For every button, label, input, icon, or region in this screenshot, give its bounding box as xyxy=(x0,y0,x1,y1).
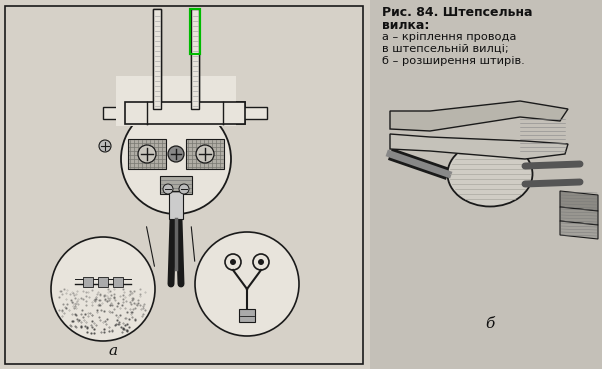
Text: Рис. 84. Штепсельна: Рис. 84. Штепсельна xyxy=(382,6,533,19)
Circle shape xyxy=(99,140,111,152)
Bar xyxy=(116,76,236,126)
Circle shape xyxy=(258,259,264,265)
Bar xyxy=(113,277,123,287)
Text: в штепсельній вилці;: в штепсельній вилці; xyxy=(382,44,509,54)
Bar xyxy=(153,9,161,109)
Circle shape xyxy=(163,184,173,194)
Circle shape xyxy=(51,237,155,341)
Bar xyxy=(98,277,108,287)
Circle shape xyxy=(168,146,184,162)
Bar xyxy=(239,309,255,322)
Bar xyxy=(125,102,147,124)
Bar xyxy=(223,102,245,124)
Bar xyxy=(103,107,127,119)
Polygon shape xyxy=(390,134,568,159)
Bar xyxy=(169,191,183,219)
Text: вилка:: вилка: xyxy=(382,19,429,32)
Bar xyxy=(190,9,200,54)
Circle shape xyxy=(196,145,214,163)
Bar xyxy=(125,102,245,124)
Bar xyxy=(243,107,267,119)
Circle shape xyxy=(121,104,231,214)
Circle shape xyxy=(179,184,189,194)
Bar xyxy=(128,139,166,169)
Polygon shape xyxy=(0,0,370,369)
Text: б – розширення штирів.: б – розширення штирів. xyxy=(382,56,525,66)
Circle shape xyxy=(195,232,299,336)
Text: б: б xyxy=(485,317,495,331)
Text: а – кріплення провода: а – кріплення провода xyxy=(382,32,517,42)
Bar xyxy=(190,9,200,54)
Bar xyxy=(160,176,192,194)
Bar xyxy=(5,6,363,364)
Bar xyxy=(191,9,199,109)
Bar xyxy=(83,277,93,287)
Polygon shape xyxy=(560,191,598,211)
Text: а: а xyxy=(108,344,117,358)
Polygon shape xyxy=(560,221,598,239)
Polygon shape xyxy=(370,0,602,369)
Bar xyxy=(125,102,245,124)
Polygon shape xyxy=(390,101,568,131)
Bar xyxy=(153,9,161,109)
Circle shape xyxy=(138,145,156,163)
Circle shape xyxy=(230,259,236,265)
Polygon shape xyxy=(560,207,598,225)
Bar xyxy=(373,4,598,99)
Ellipse shape xyxy=(447,141,533,207)
Bar xyxy=(191,9,199,109)
Bar xyxy=(186,139,224,169)
